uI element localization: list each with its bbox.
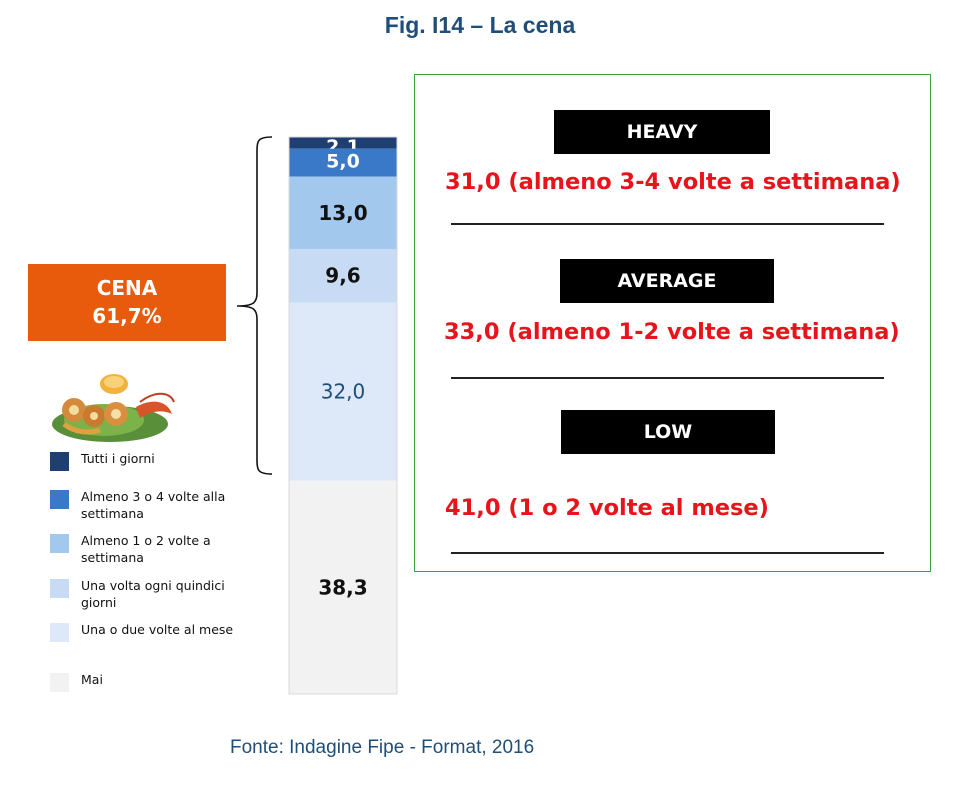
- bar-data-label-3: 9,6: [325, 264, 360, 288]
- legend-swatch: [50, 579, 69, 598]
- cena-value: 61,7%: [92, 304, 162, 328]
- segment-title-heavy: HEAVY: [554, 110, 770, 154]
- segment-divider: [451, 552, 884, 554]
- bar-data-label-5: 38,3: [318, 575, 367, 599]
- legend-swatch: [50, 623, 69, 642]
- cena-summary-box: CENA 61,7%: [28, 264, 226, 341]
- segments-panel: HEAVY 31,0 (almeno 3-4 volte a settimana…: [414, 74, 931, 572]
- segment-divider: [451, 377, 884, 379]
- legend-label: Tutti i giorni: [81, 451, 155, 466]
- chart-title: Fig. I14 – La cena: [384, 12, 576, 38]
- curly-brace: [236, 136, 273, 475]
- legend-swatch: [50, 452, 69, 471]
- segment-desc-average: 33,0 (almeno 1-2 volte a settimana): [444, 319, 900, 345]
- bar-segment-4: [289, 302, 397, 481]
- seafood-dish-icon: [52, 374, 175, 442]
- bar-data-label-2: 13,0: [318, 201, 367, 225]
- cena-label: CENA: [96, 276, 158, 300]
- legend-swatch: [50, 673, 69, 692]
- legend-label: Una o due volte al mese: [81, 622, 234, 637]
- bar-data-label-1: 5,0: [326, 151, 360, 173]
- legend-label: Una volta ogni quindici giorni: [81, 578, 225, 610]
- bar-segments: 2,15,013,09,632,038,3: [288, 136, 398, 695]
- bar-segment-5: [289, 480, 397, 694]
- bar-segment-0: [289, 137, 397, 149]
- source-note: Fonte: Indagine Fipe - Format, 2016: [230, 737, 535, 758]
- bar-data-label-4: 32,0: [321, 380, 366, 404]
- bar-segment-2: [289, 176, 397, 249]
- legend-swatch: [50, 490, 69, 509]
- segment-desc-low: 41,0 (1 o 2 volte al mese): [445, 495, 769, 521]
- legend-swatch: [50, 534, 69, 553]
- segment-title-average: AVERAGE: [560, 259, 774, 303]
- segment-divider: [451, 223, 884, 225]
- bar-outline: [288, 136, 398, 695]
- segment-desc-heavy: 31,0 (almeno 3-4 volte a settimana): [445, 169, 901, 195]
- legend-label: Mai: [81, 672, 103, 687]
- segment-title-low: LOW: [561, 410, 775, 454]
- bar-segment-1: [289, 148, 397, 177]
- legend-label: Almeno 3 o 4 volte alla settimana: [81, 489, 226, 521]
- bar-segment-3: [289, 248, 397, 303]
- legend-label: Almeno 1 o 2 volte a settimana: [81, 533, 211, 565]
